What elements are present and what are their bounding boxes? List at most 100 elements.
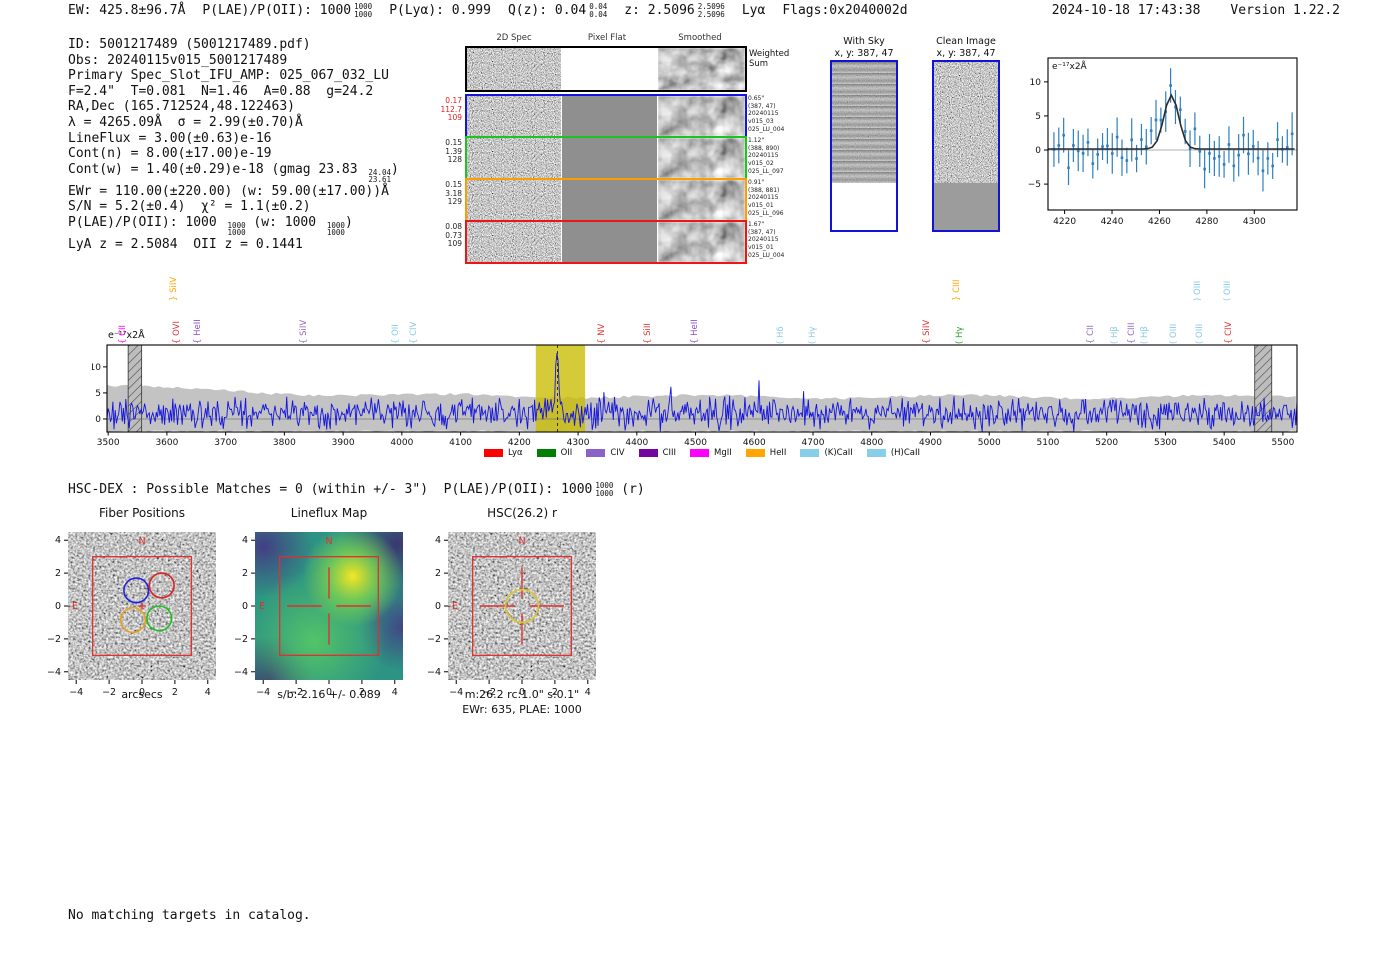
plae-fraction: 1000 1000: [354, 3, 372, 18]
rect-shape: [658, 96, 745, 136]
data-point: [1217, 155, 1221, 158]
x-tick-label: 4240: [1101, 217, 1124, 227]
info-text: ): [344, 214, 353, 230]
data-point: [1091, 162, 1095, 165]
y-tick-label: 0: [1035, 146, 1041, 156]
fiber-weight-labels: 0.15 3.18 129: [416, 180, 462, 207]
hsc-image-plot: −4 −2 0 2 4 4 2 0 −2 −4 N E: [427, 532, 596, 698]
weight-value: 0.73: [445, 230, 462, 240]
y-tick-label: −2: [234, 634, 248, 645]
x-tick-label: 3700: [214, 438, 237, 448]
info-text: Cont(w) = 1.40(±0.29)e-18 (gmag 23.83: [68, 161, 366, 177]
annotation-line: 20240115: [748, 194, 779, 202]
info-line: LineFlux = 3.00(±0.63)e-16: [68, 130, 272, 146]
north-label: N: [518, 536, 525, 547]
lineflux-map-title: Lineflux Map: [290, 506, 368, 520]
x-tick-label: 4100: [449, 438, 472, 448]
x-tick-label: 4220: [1053, 217, 1076, 227]
cutout-annotation: 0.65" (387, 47) 20240115 v015_03 025_LU_004: [748, 95, 800, 134]
extraction-box: [92, 556, 192, 656]
data-point: [1130, 138, 1134, 142]
cutout-2d-image: [467, 96, 561, 136]
data-point: [1256, 156, 1260, 160]
frac-bottom: 1000: [227, 228, 246, 238]
x-tick-label: 4200: [508, 438, 531, 448]
noise-texture: [658, 222, 745, 262]
detection-highlight-band: [535, 345, 586, 432]
y-tick-label: −4: [234, 667, 248, 678]
noise-texture: [467, 48, 561, 90]
y-tick-label: 2: [242, 568, 248, 579]
x-tick-label: −2: [482, 687, 496, 698]
annotation-line: (388, 881): [748, 186, 780, 194]
x-tick-label: −2: [102, 687, 116, 698]
column-header-pixelflat: Pixel Flat: [587, 33, 627, 43]
info-text: P(LAE)/P(OII): 1000: [68, 214, 225, 230]
annotation-line: 0.91": [748, 179, 765, 186]
lineflux-image-layer: [255, 532, 403, 680]
qz-value: Q(z): 0.04 0.04 0.04: [508, 3, 607, 18]
x-tick-label: 4280: [1195, 217, 1218, 227]
spectral-line-label: } SiIV: [169, 276, 180, 301]
y-tick-label: 4: [242, 535, 248, 546]
classification-label: Lyα: [741, 3, 766, 18]
data-point: [1115, 135, 1119, 139]
rect-shape: [467, 138, 561, 178]
noise-texture: [467, 180, 561, 220]
error-band: [107, 384, 1296, 432]
legend-item: (H)CaII: [866, 448, 920, 458]
annotation-line: (388, 890): [748, 144, 780, 152]
annotation-line: 025_LU_004: [748, 251, 785, 259]
noise-texture: [658, 48, 745, 90]
data-point: [1227, 143, 1231, 146]
cutout-pixelflat-image: [561, 138, 658, 178]
rect-shape: [467, 48, 561, 90]
x-tick-label: 5300: [1154, 438, 1177, 448]
data-point: [1242, 133, 1245, 137]
annotation-line: 025_LL_096: [748, 209, 784, 217]
rect-shape: [467, 180, 561, 220]
legend-label: HeII: [769, 448, 787, 458]
withsky-xy: x, y: 387, 47: [834, 47, 894, 59]
rect-shape: [832, 62, 896, 183]
frac-bottom: 1000: [595, 488, 614, 498]
legend-swatch: [484, 449, 503, 457]
data-point: [1076, 149, 1080, 153]
data-point: [1193, 127, 1197, 131]
report-datetime: 2024-10-18 17:43:38: [1051, 3, 1201, 18]
cutout-smoothed-image: [658, 138, 745, 178]
x-tick-label: −2: [289, 687, 303, 698]
fiber-weight-labels: 0.17 112.7 109: [416, 96, 462, 123]
legend-label: (H)CaII: [890, 448, 920, 458]
east-label: E: [72, 601, 78, 612]
cutout-pixelflat-image: [561, 96, 658, 136]
weight-value: 128: [447, 155, 462, 165]
x-tick-label: 0: [326, 687, 332, 698]
north-label: N: [138, 536, 145, 547]
noise-texture: [832, 62, 896, 183]
fiber-cutout-row: [465, 178, 747, 222]
frac-bottom: 2.5096: [697, 9, 725, 19]
cutout-2d-image: [467, 138, 561, 178]
rect-shape: [467, 222, 561, 262]
annotation-line: 20240115: [748, 152, 779, 160]
data-point: [1198, 150, 1202, 153]
data-point: [1290, 132, 1294, 136]
extraction-box: [279, 556, 379, 656]
hsc-caption-1: m:26.2 rc:1.0" s:0.1": [464, 688, 580, 701]
lineflux-caption: s/b: 2.16 +/- 0.089: [277, 688, 381, 701]
lineflux-map-plot: −4 −2 0 2 4 4 2 0 −2 −4 N E: [234, 532, 403, 698]
data-point: [1159, 118, 1163, 122]
x-tick-label: 2: [172, 687, 178, 698]
info-line: S/N = 5.2(±0.4) χ² = 1.1(±0.2): [68, 199, 311, 215]
rect-shape: [467, 96, 561, 136]
data-point: [1251, 145, 1255, 148]
x-tick-label: 2: [359, 687, 365, 698]
version-label: Version 1.22.2: [1230, 3, 1340, 18]
weighted-label-line: Weighted: [749, 49, 790, 59]
withsky-noise-overlay: [832, 62, 896, 183]
info-line: Obs: 20240115v015_5001217489: [68, 52, 288, 68]
spectrum-line: [106, 353, 1298, 432]
cutout-annotation: 1.12" (388, 890) 20240115 v015_02 025_LL_097: [748, 137, 800, 176]
hsc-image: [448, 532, 596, 680]
